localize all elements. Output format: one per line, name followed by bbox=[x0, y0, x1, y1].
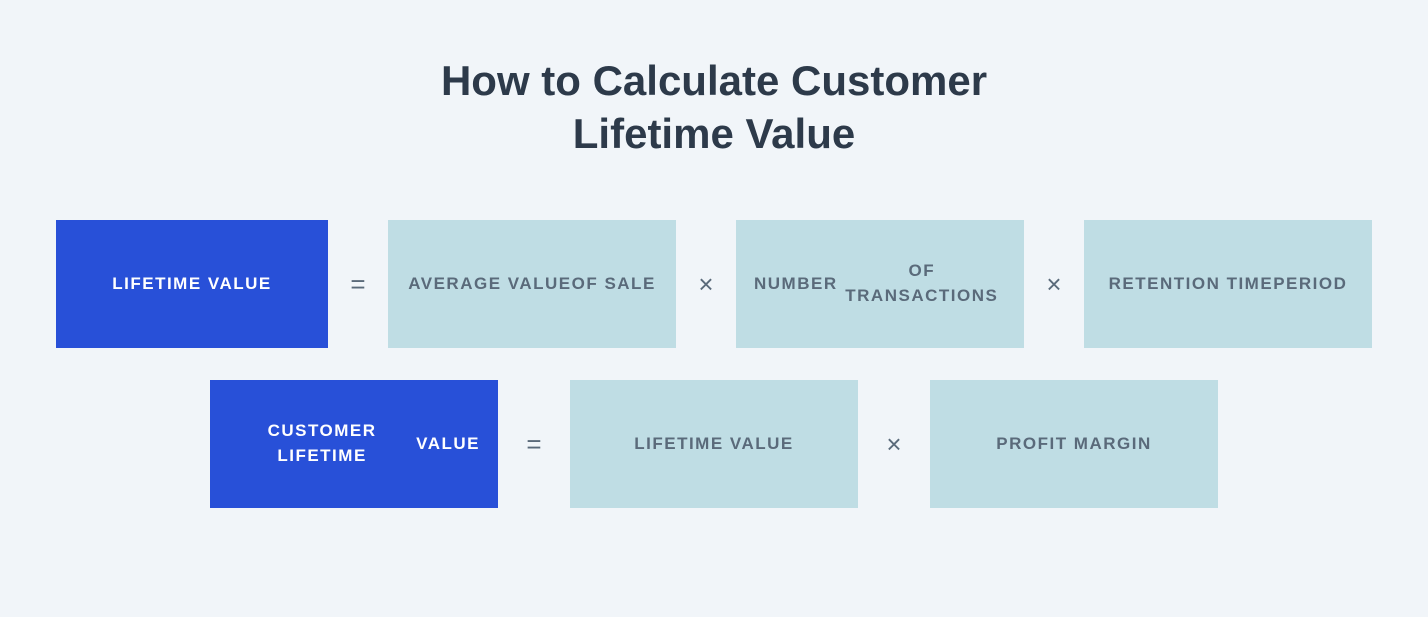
title-line2: Lifetime Value bbox=[573, 110, 855, 157]
result-label-line2: VALUE bbox=[416, 432, 480, 457]
result-label: LIFETIME VALUE bbox=[112, 272, 272, 297]
multiply-operator: × bbox=[1024, 269, 1084, 300]
term-box-profit-margin: PROFIT MARGIN bbox=[930, 380, 1218, 508]
equals-operator: = bbox=[328, 269, 388, 300]
term-label-line2: OF SALE bbox=[572, 272, 656, 297]
multiply-operator: × bbox=[858, 429, 930, 460]
formula-row-2: CUSTOMER LIFETIMEVALUE = LIFETIME VALUE … bbox=[210, 380, 1218, 508]
title-line1: How to Calculate Customer bbox=[441, 57, 987, 104]
term-label-line2: OF TRANSACTIONS bbox=[838, 259, 1006, 308]
formula-row-1: LIFETIME VALUE = AVERAGE VALUEOF SALE × … bbox=[56, 220, 1372, 348]
term-box-lifetime-value: LIFETIME VALUE bbox=[570, 380, 858, 508]
term-box-num-transactions: NUMBEROF TRANSACTIONS bbox=[736, 220, 1024, 348]
term-label: PROFIT MARGIN bbox=[996, 432, 1152, 457]
multiply-operator: × bbox=[676, 269, 736, 300]
result-box-lifetime-value: LIFETIME VALUE bbox=[56, 220, 328, 348]
result-box-customer-lifetime-value: CUSTOMER LIFETIMEVALUE bbox=[210, 380, 498, 508]
term-box-retention-period: RETENTION TIMEPERIOD bbox=[1084, 220, 1372, 348]
equals-operator: = bbox=[498, 429, 570, 460]
term-label-line1: RETENTION TIME bbox=[1109, 272, 1274, 297]
term-label: LIFETIME VALUE bbox=[634, 432, 794, 457]
term-label-line2: PERIOD bbox=[1273, 272, 1347, 297]
term-label-line1: NUMBER bbox=[754, 272, 838, 297]
term-box-avg-value-sale: AVERAGE VALUEOF SALE bbox=[388, 220, 676, 348]
page-title: How to Calculate Customer Lifetime Value bbox=[441, 55, 987, 160]
term-label-line1: AVERAGE VALUE bbox=[408, 272, 571, 297]
result-label-line1: CUSTOMER LIFETIME bbox=[228, 419, 416, 468]
